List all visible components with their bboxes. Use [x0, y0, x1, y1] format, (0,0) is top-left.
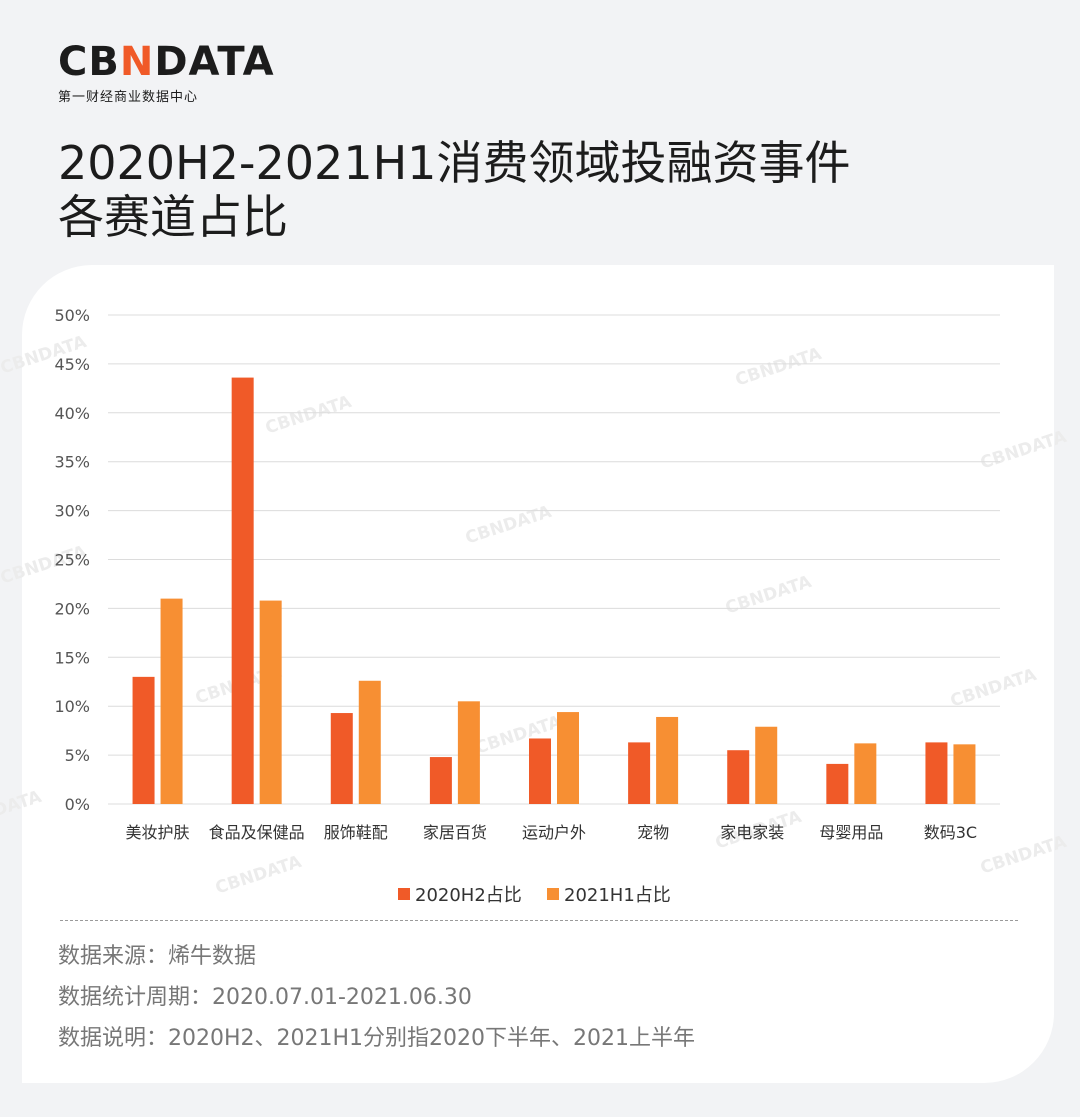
page-title: 2020H2-2021H1消费领域投融资事件 各赛道占比	[58, 136, 1038, 244]
bar-series2	[160, 598, 183, 804]
legend-label: 2020H2占比	[415, 885, 522, 906]
x-tick-label: 美妆护肤	[126, 823, 190, 842]
x-tick-label: 母婴用品	[819, 823, 883, 842]
x-tick-label: 食品及保健品	[209, 823, 305, 842]
note-source: 数据来源：烯牛数据	[58, 944, 257, 969]
bar-series2	[755, 726, 778, 804]
watermark: CBNDATA	[463, 502, 555, 549]
logo-subtitle: 第一财经商业数据中心	[58, 90, 199, 105]
legend-swatch	[398, 888, 410, 900]
dashed-divider	[60, 920, 1018, 921]
y-tick-label: 35%	[54, 453, 90, 472]
bar-series2	[457, 701, 480, 804]
y-tick-label: 45%	[54, 355, 90, 374]
x-tick-label: 家居百货	[423, 823, 487, 842]
bar-series1	[628, 742, 651, 804]
y-tick-label: 40%	[54, 404, 90, 423]
note-period: 数据统计周期：2020.07.01-2021.06.30	[58, 985, 472, 1010]
watermark: CBNDATA	[948, 665, 1040, 712]
bar-series2	[259, 600, 282, 804]
watermark: CBNDATA	[978, 832, 1070, 879]
brand-logo: CBNDATA 第一财经商业数据中心	[58, 40, 275, 105]
y-tick-label: 20%	[54, 599, 90, 618]
bar-series1	[727, 750, 750, 804]
bar-series2	[557, 712, 579, 804]
y-tick-label: 15%	[54, 648, 90, 667]
bar-series1	[529, 738, 551, 804]
watermark: CBNDATA	[723, 572, 815, 619]
x-tick-label: 宠物	[637, 823, 669, 842]
bar-series1	[826, 763, 849, 804]
y-tick-label: 5%	[65, 746, 90, 765]
bar-series2	[358, 680, 381, 804]
watermark: CBNDATA	[263, 392, 355, 439]
x-tick-label: 数码3C	[924, 823, 977, 842]
x-tick-label: 运动户外	[522, 823, 586, 842]
y-tick-label: 0%	[65, 795, 90, 814]
note-explain: 数据说明：2020H2、2021H1分别指2020下半年、2021上半年	[58, 1026, 696, 1051]
legend-swatch	[547, 888, 559, 900]
logo-wordmark: CBNDATA	[58, 39, 275, 85]
title-line-1: 2020H2-2021H1消费领域投融资事件	[58, 136, 851, 190]
chart-card	[22, 265, 1054, 1083]
y-tick-label: 50%	[54, 306, 90, 325]
bar-series2	[953, 744, 976, 804]
legend-label: 2021H1占比	[564, 885, 671, 906]
notes: 数据来源：烯牛数据 数据统计周期：2020.07.01-2021.06.30 数…	[58, 938, 695, 1061]
bar-series2	[854, 743, 877, 804]
bar-series1	[231, 377, 254, 804]
y-tick-label: 25%	[54, 551, 90, 570]
watermark: CBNDATA	[978, 427, 1070, 474]
watermark: CBNDATA	[0, 787, 45, 834]
bar-series1	[925, 742, 948, 804]
bar-series1	[330, 713, 353, 804]
y-tick-label: 10%	[54, 697, 90, 716]
watermark: CBNDATA	[733, 344, 825, 391]
watermark: CBNDATA	[213, 852, 305, 899]
x-tick-label: 服饰鞋配	[324, 823, 388, 842]
title-line-2: 各赛道占比	[58, 190, 288, 244]
bar-series1	[132, 676, 155, 804]
bar-series1	[429, 757, 452, 804]
bar-series2	[656, 716, 679, 804]
y-tick-label: 30%	[54, 502, 90, 521]
x-tick-label: 家电家装	[720, 823, 784, 842]
